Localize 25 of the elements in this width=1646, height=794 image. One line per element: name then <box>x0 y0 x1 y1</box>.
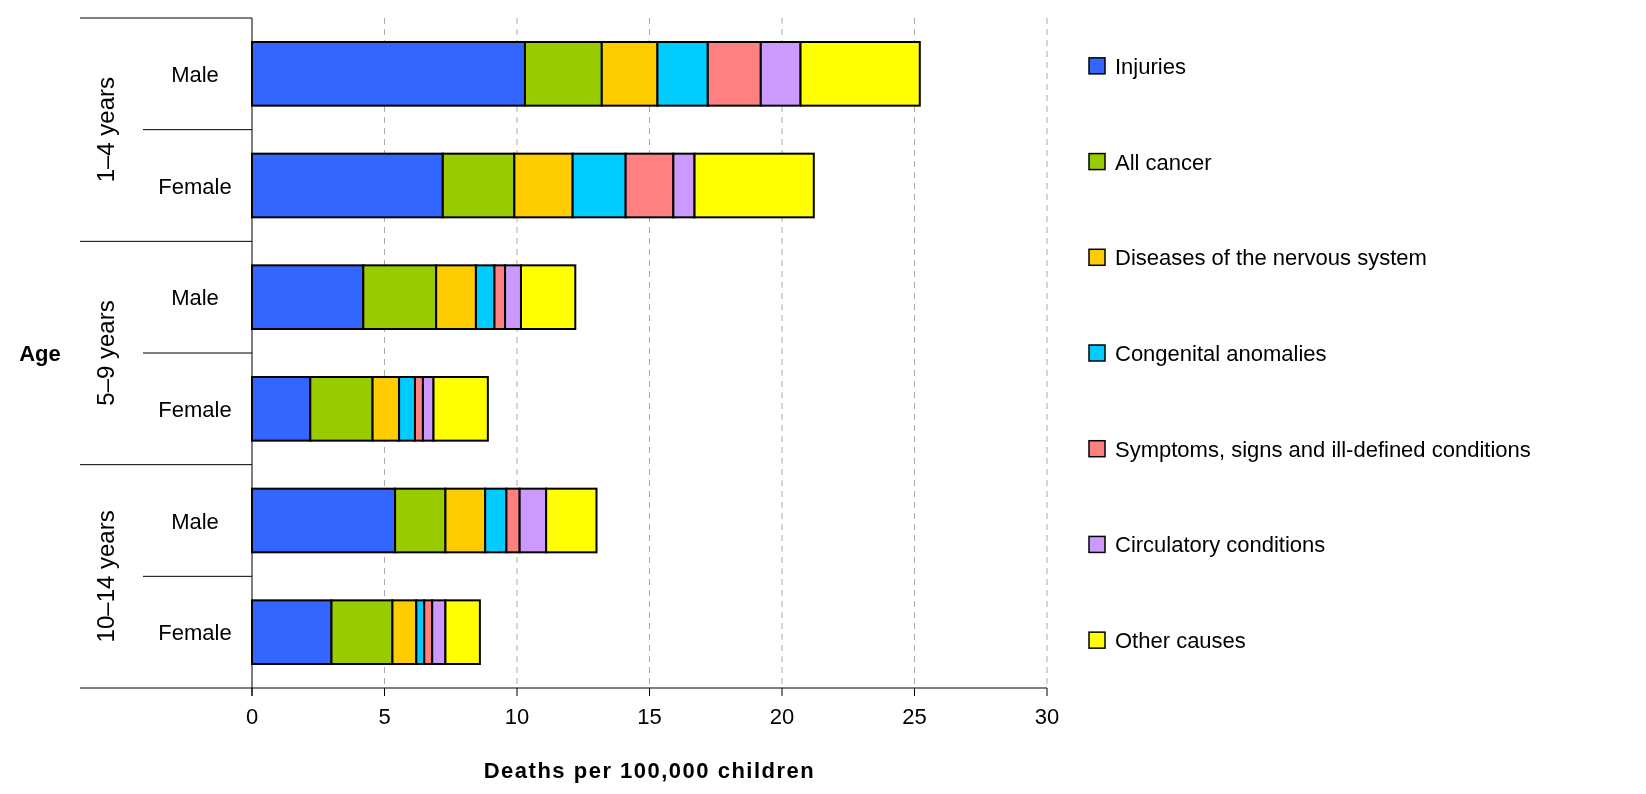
text: 5–9 years <box>92 300 119 406</box>
y-tick-label: Male <box>171 61 219 87</box>
y-axis-title: Age <box>19 341 61 366</box>
text: 1–4 years <box>92 76 119 183</box>
y-tick-label: Male <box>171 285 219 311</box>
legend-label: Symptoms, signs and ill-defined conditions <box>1115 436 1531 462</box>
legend-label: Injuries <box>1115 53 1186 79</box>
legend-label: Congenital anomalies <box>1115 341 1327 366</box>
x-axis-title: Deaths per 100,000 children <box>483 758 816 783</box>
x-tick-label: 20 <box>769 704 795 729</box>
y-tick-label: Male <box>171 508 219 534</box>
x-tick-label: 5 <box>378 704 391 729</box>
x-tick-label: 15 <box>637 704 662 729</box>
y-tick-label: Female <box>158 620 232 646</box>
legend-label: Circulatory conditions <box>1115 532 1326 558</box>
y-tick-label: Female <box>158 396 232 422</box>
legend-label: Diseases of the nervous system <box>1115 245 1427 271</box>
y-tick-label: Female <box>158 173 232 199</box>
x-tick-label: 10 <box>504 704 530 729</box>
x-tick-label: 0 <box>245 704 259 729</box>
x-tick-label: 30 <box>1034 704 1060 729</box>
text: 10–14 years <box>92 510 119 643</box>
x-tick-label: 25 <box>902 704 927 729</box>
legend-label: All cancer <box>1115 149 1212 175</box>
legend-label: Other causes <box>1115 628 1246 654</box>
